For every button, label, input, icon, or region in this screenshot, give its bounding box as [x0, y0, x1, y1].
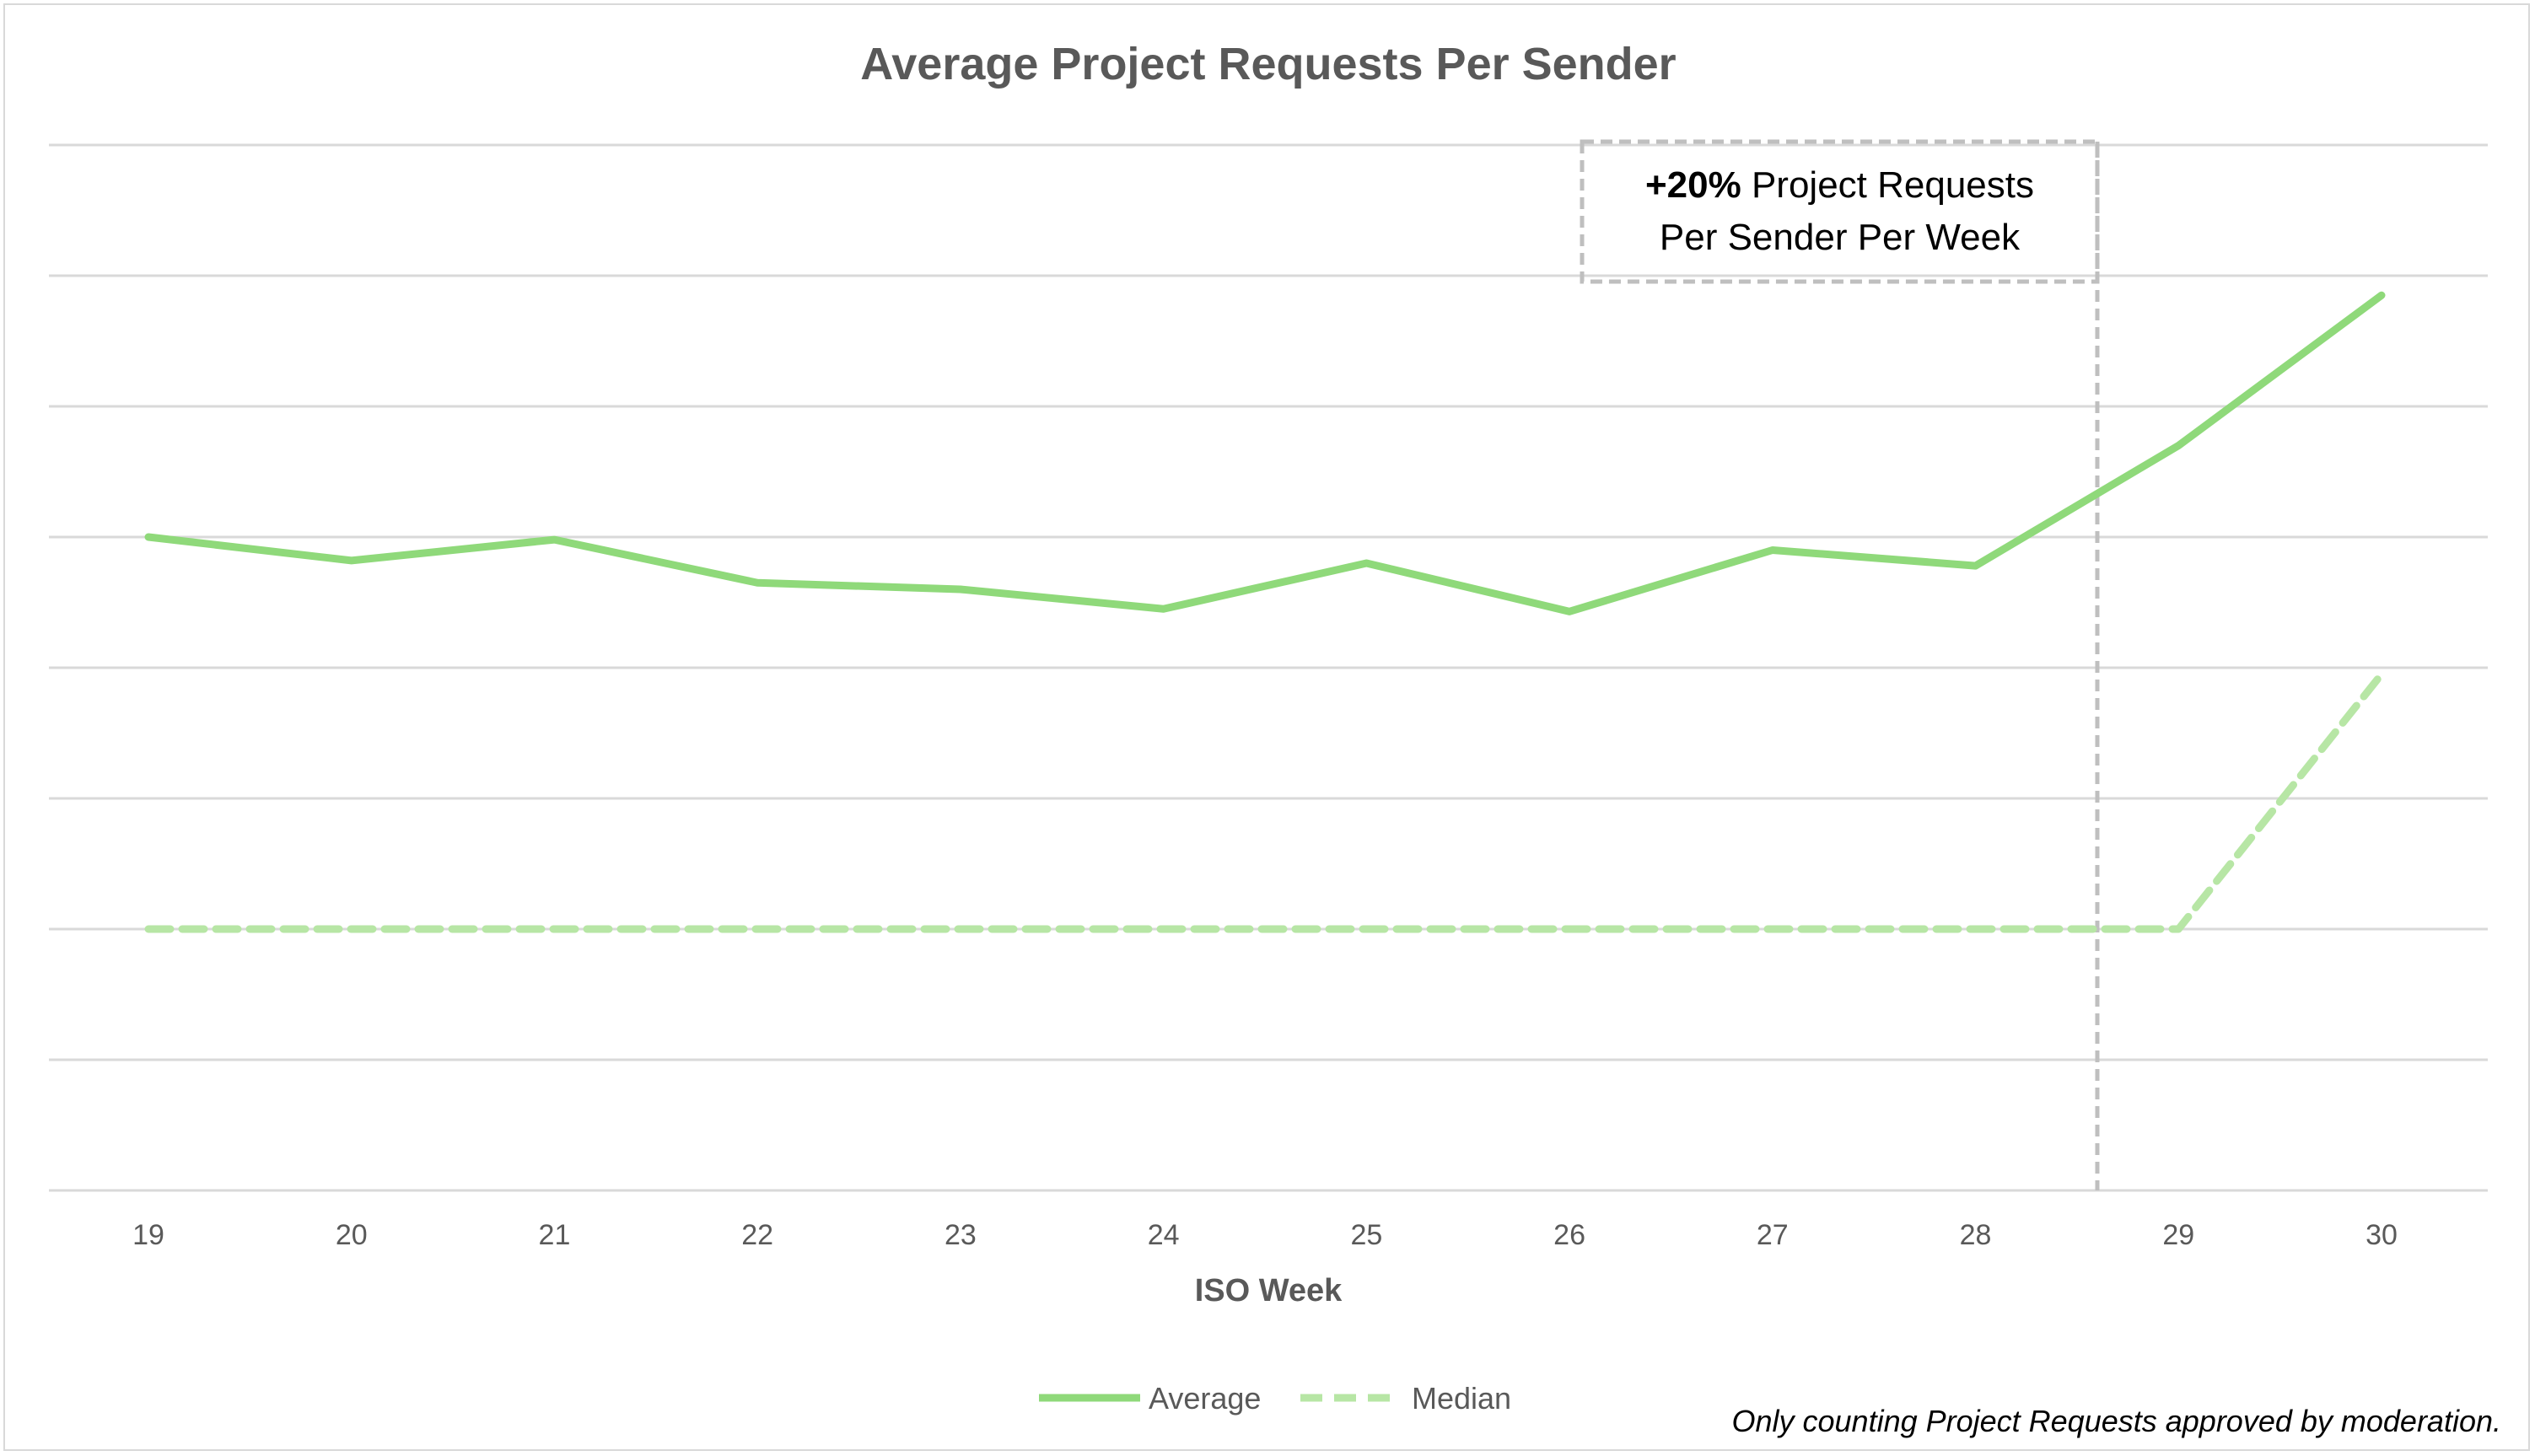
annotation: +20% Project Requests Per Sender Per Wee…: [1580, 139, 2100, 1190]
series-lines: [144, 291, 2386, 933]
footnote: Only counting Project Requests approved …: [1731, 1404, 2501, 1438]
annotation-text-line-1: +20% Project Requests: [1645, 164, 2034, 206]
x-tick-label: 21: [539, 1219, 571, 1251]
x-tick-label: 28: [1960, 1219, 1992, 1251]
x-tick-label: 19: [132, 1219, 164, 1251]
x-tick-label: 20: [336, 1219, 368, 1251]
x-tick-label: 27: [1757, 1219, 1789, 1251]
x-tick-label: 30: [2365, 1219, 2398, 1251]
legend-label-average: Average: [1149, 1381, 1261, 1416]
x-axis-title: ISO Week: [1195, 1273, 1343, 1308]
x-tick-label: 22: [741, 1219, 773, 1251]
line-chart: Average Project Requests Per Sender 19 20…: [49, 39, 2501, 1438]
chart-title: Average Project Requests Per Sender: [860, 39, 1676, 89]
x-tick-label: 24: [1148, 1219, 1180, 1251]
series-line-average: [144, 291, 2386, 615]
series-line-median: [144, 670, 2386, 933]
legend-label-median: Median: [1412, 1381, 1511, 1416]
x-tick-labels: 19 20 21 22 23 24 25 26 27 28 29 30: [132, 1219, 2398, 1251]
annotation-rest: Project Requests: [1741, 164, 2034, 206]
annotation-box: [1580, 139, 2100, 284]
gridlines: [49, 143, 2488, 1192]
chart-frame: Average Project Requests Per Sender 19 20…: [3, 3, 2530, 1451]
annotation-bold: +20%: [1645, 164, 1741, 206]
x-tick-label: 29: [2162, 1219, 2194, 1251]
annotation-text-line-2: Per Sender Per Week: [1660, 217, 2021, 258]
legend: Average Median: [1039, 1381, 1511, 1416]
x-tick-label: 23: [945, 1219, 977, 1251]
x-tick-label: 26: [1553, 1219, 1585, 1251]
x-tick-label: 25: [1350, 1219, 1382, 1251]
